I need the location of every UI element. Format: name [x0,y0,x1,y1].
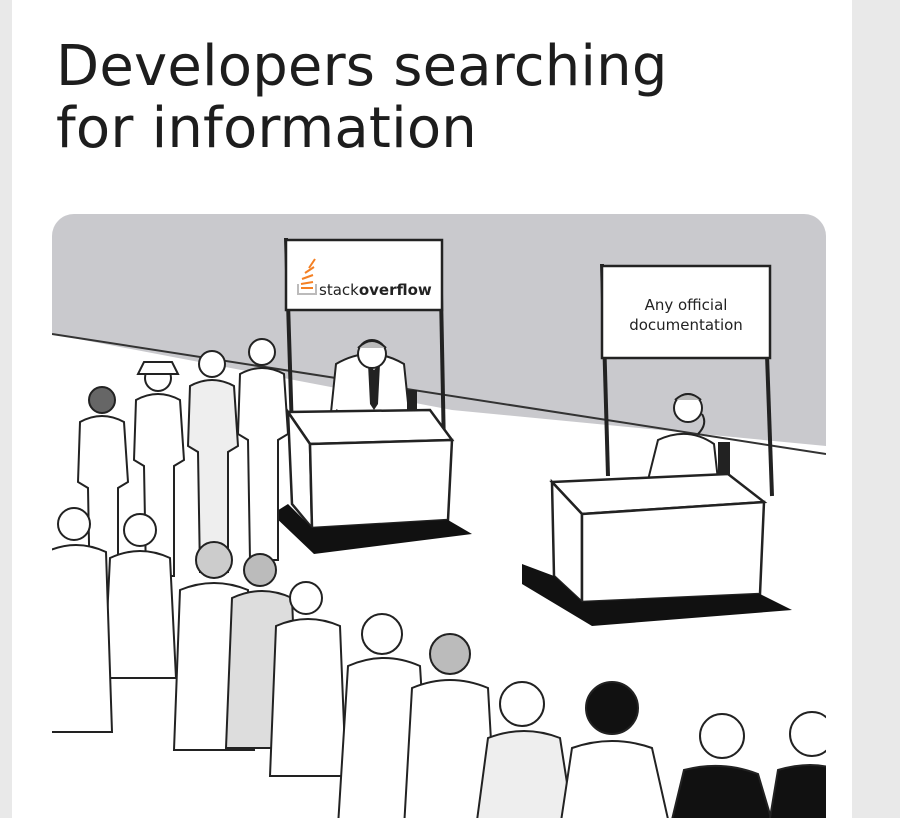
developer-figure [186,350,240,573]
documentation-sign-line-2: documentation [629,316,743,334]
developer-figure [768,711,826,818]
title-line-2: for information [56,96,478,161]
meme-title: Developers searching for information [56,36,756,160]
stackoverflow-sign [284,238,444,312]
stackoverflow-table [272,407,472,554]
developer-figure [52,507,114,733]
developer-figure [268,581,348,777]
illustration-svg: stackoverflow [52,214,826,818]
documentation-booth: Any official documentation [522,263,792,626]
developer-figure [102,513,178,679]
developer-figure [560,681,669,818]
stackoverflow-logo-icon [297,258,317,295]
stackoverflow-booth: stackoverflow [272,237,472,554]
documentation-clerk [646,393,730,481]
wall-floor-line [52,333,826,455]
documentation-table [522,472,792,626]
stackoverflow-sign-text: stackoverflow [319,281,432,299]
cartoon-illustration: stackoverflow [52,214,826,818]
stackoverflow-clerk [328,339,417,423]
title-line-1: Developers searching [56,34,668,99]
developer-queue [52,338,826,818]
meme-card: Developers searching for information [12,0,852,818]
developer-figure [236,338,290,561]
developer-figure [671,713,773,818]
developer-figure [403,633,497,818]
documentation-sign-line-1: Any official [645,296,728,314]
documentation-sign [600,264,772,360]
